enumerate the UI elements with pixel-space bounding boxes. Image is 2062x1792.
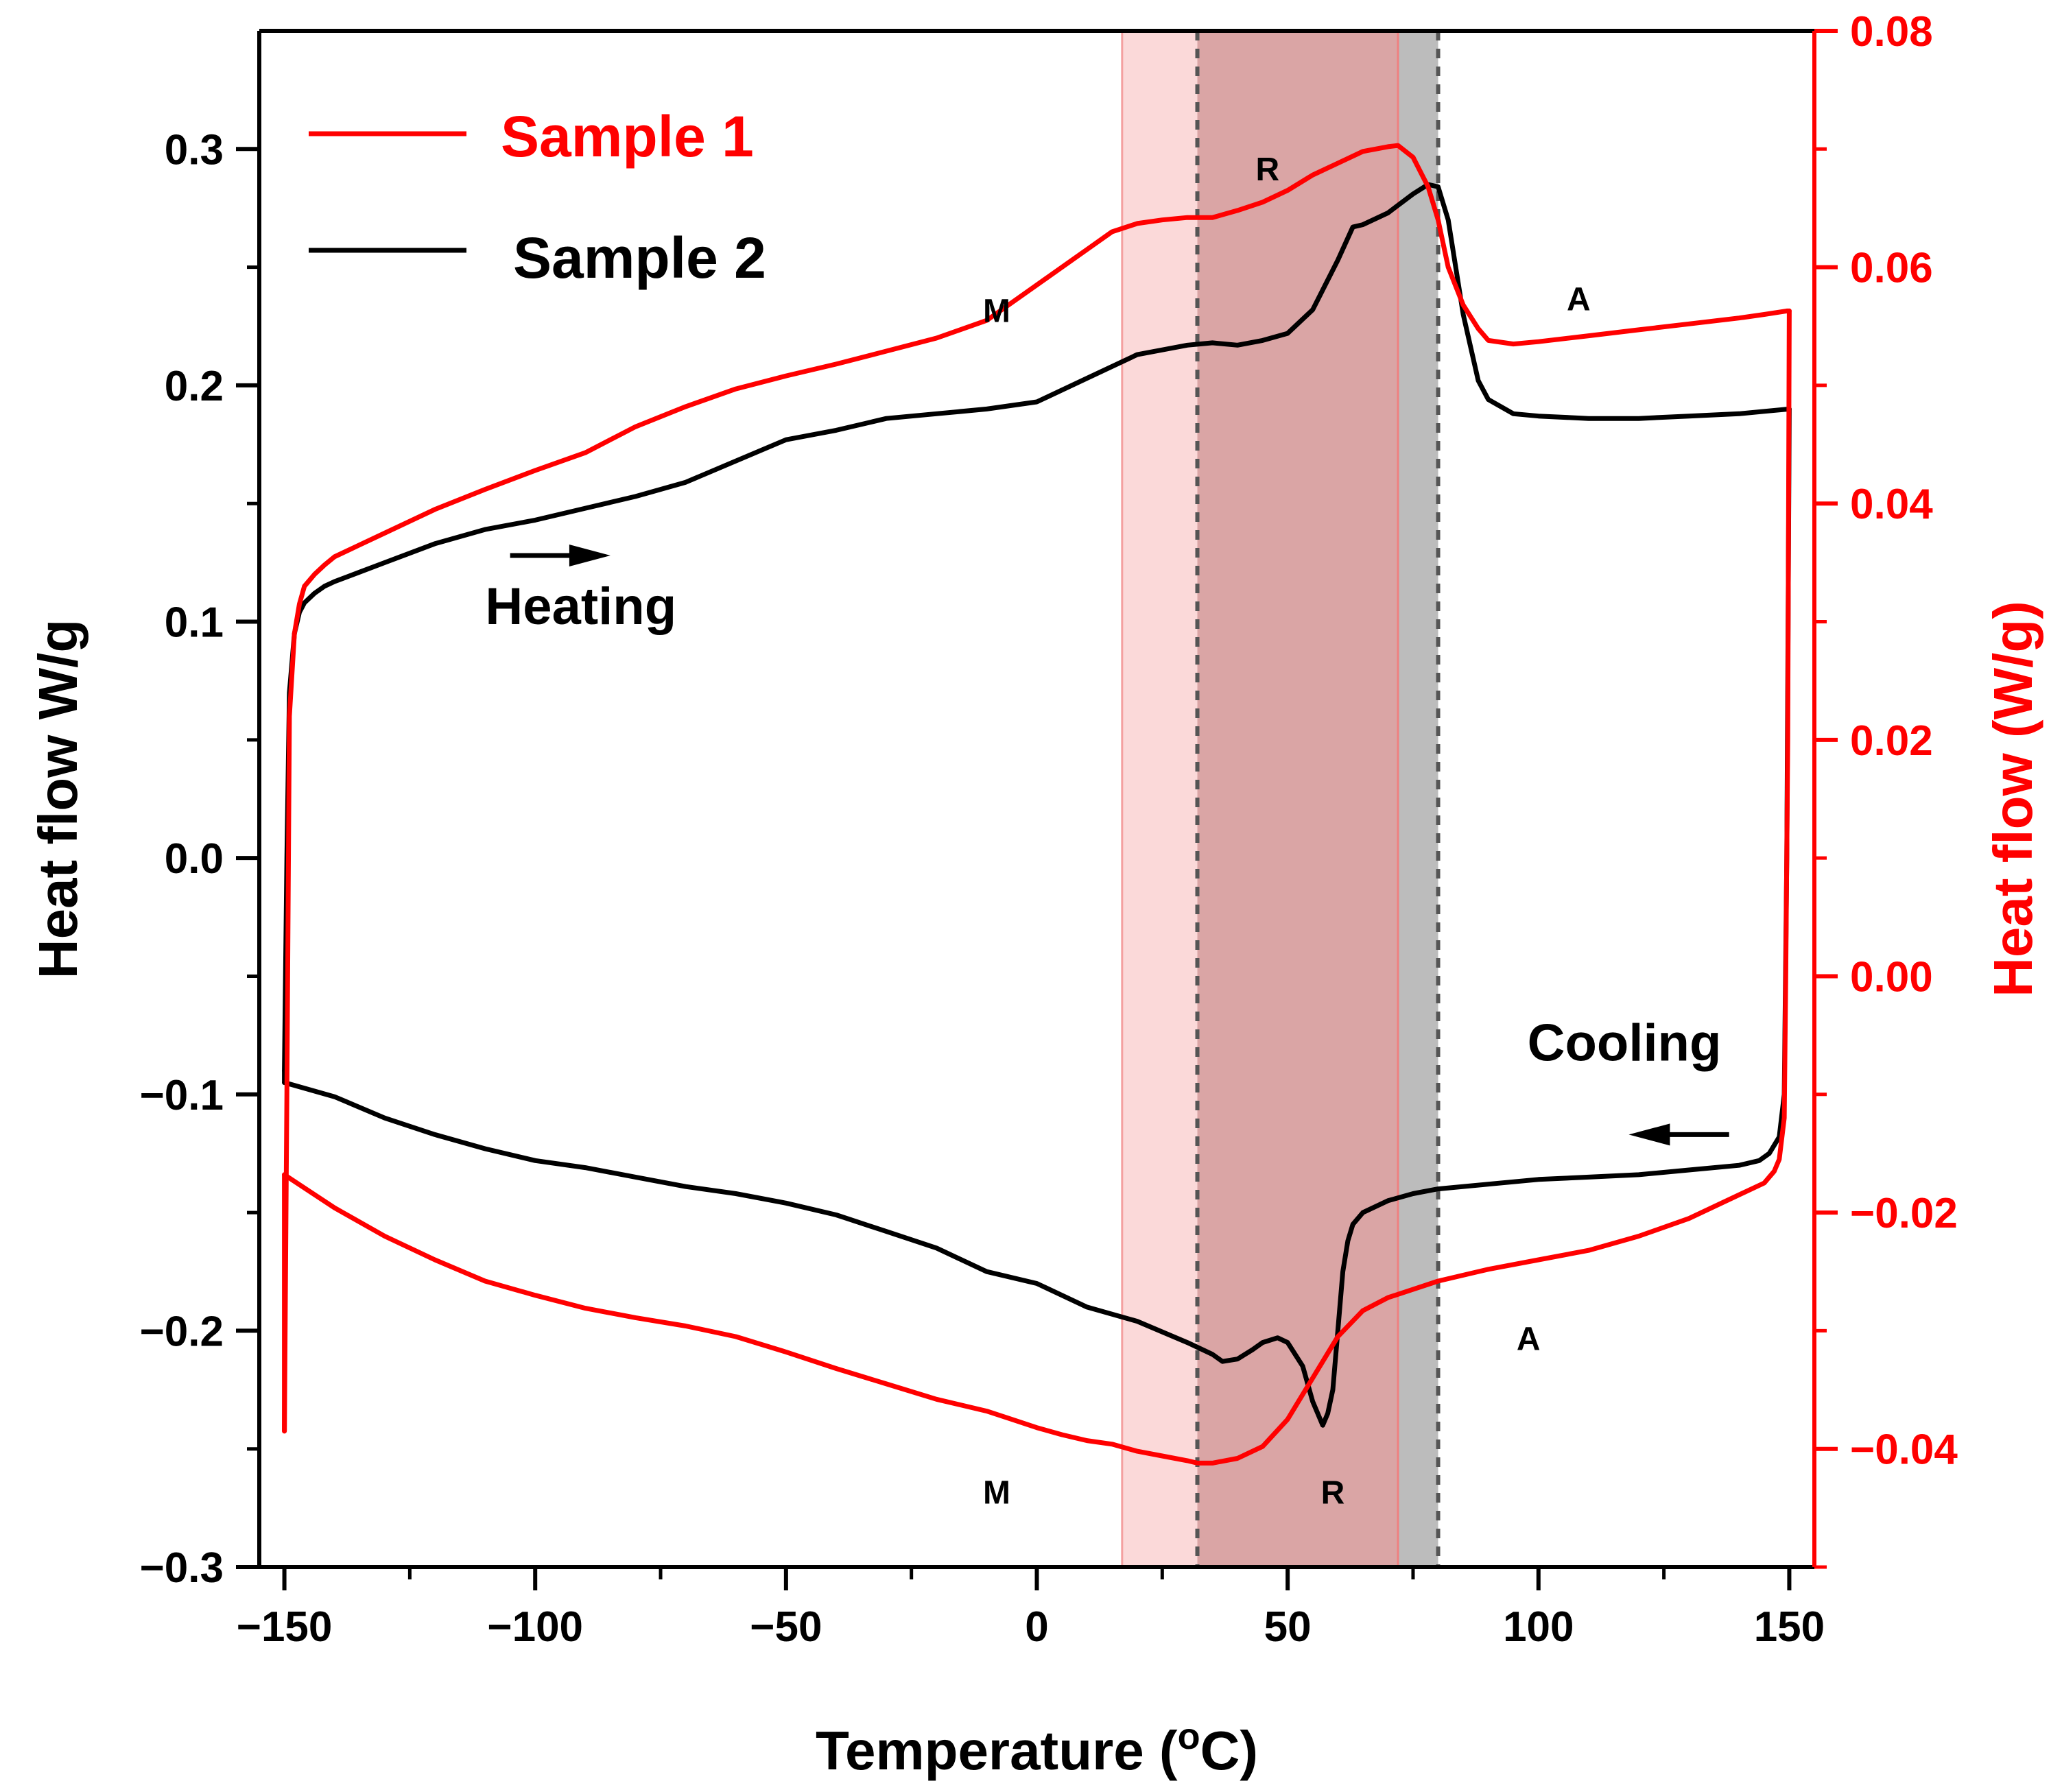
x-tick-label: 50 bbox=[1264, 1603, 1312, 1651]
y-right-tick-label: 0.08 bbox=[1850, 8, 1933, 56]
shaded-region-0 bbox=[1122, 31, 1399, 1567]
sample-1-cooling-curve bbox=[282, 308, 1792, 1466]
cooling-arrow-head bbox=[1628, 1123, 1670, 1146]
y-right-tick-label: 0.04 bbox=[1850, 481, 1933, 528]
legend-label-sample-2: Sample 2 bbox=[513, 226, 766, 290]
x-tick-label: −50 bbox=[750, 1603, 822, 1651]
phase-label-a: A bbox=[1567, 281, 1591, 318]
y-left-tick-label: 0.2 bbox=[165, 363, 224, 410]
x-tick-label: 0 bbox=[1025, 1603, 1048, 1651]
ticks bbox=[236, 29, 1838, 1590]
x-tick-label: −150 bbox=[237, 1603, 333, 1651]
dashed-lines bbox=[1195, 31, 1441, 1567]
heating-label: Heating bbox=[485, 577, 676, 636]
phase-label-a: A bbox=[1517, 1322, 1541, 1358]
shaded-region-2 bbox=[1398, 31, 1438, 1567]
phase-label-m: M bbox=[983, 1475, 1010, 1512]
arrows bbox=[510, 545, 1729, 1146]
y-right-tick-label: 0.02 bbox=[1850, 717, 1933, 765]
x-tick-label: −100 bbox=[487, 1603, 583, 1651]
legend: Sample 1 Sample 2 bbox=[309, 104, 766, 290]
sample-2-heating-curve bbox=[282, 182, 1792, 1073]
shaded-regions bbox=[1121, 31, 1438, 1567]
phase-label-r: R bbox=[1256, 152, 1280, 188]
cooling-label: Cooling bbox=[1528, 1014, 1722, 1072]
y-left-tick-label: −0.1 bbox=[140, 1072, 224, 1119]
y-left-tick-label: −0.3 bbox=[140, 1544, 224, 1592]
y-right-tick-label: −0.04 bbox=[1850, 1426, 1958, 1474]
left-axis-title: Heat flow W/g bbox=[27, 619, 88, 979]
y-left-tick-label: 0.0 bbox=[165, 835, 224, 883]
x-tick-label: 100 bbox=[1503, 1603, 1574, 1651]
phase-labels: M R A A M R bbox=[983, 152, 1591, 1512]
y-left-tick-label: 0.3 bbox=[165, 126, 224, 174]
sample-2-cooling-curve bbox=[282, 406, 1792, 1428]
tick-labels: −150 −100 −50 0 50 100 150 −0.3 −0.2 −0.1 0.0 0.1 0.… bbox=[140, 8, 1958, 1651]
x-tick-label: 150 bbox=[1754, 1603, 1825, 1651]
sample-1-heating-curve bbox=[282, 143, 1792, 1434]
x-axis-title: Temperature (oC) bbox=[816, 1716, 1258, 1781]
x-axis-title-main: Temperature ( bbox=[816, 1720, 1178, 1781]
phase-label-r: R bbox=[1321, 1475, 1345, 1512]
y-left-tick-label: 0.1 bbox=[165, 599, 224, 647]
shaded-region-1 bbox=[1197, 31, 1399, 1567]
y-right-tick-label: 0.00 bbox=[1850, 953, 1933, 1001]
right-axis-title: Heat flow (W/g) bbox=[1982, 601, 2043, 997]
y-left-tick-label: −0.2 bbox=[140, 1308, 224, 1355]
y-right-tick-label: 0.06 bbox=[1850, 245, 1933, 292]
x-axis-title-end: C) bbox=[1200, 1720, 1258, 1781]
legend-label-sample-1: Sample 1 bbox=[501, 104, 754, 169]
x-axis-title-degree: o bbox=[1178, 1716, 1200, 1757]
phase-label-m: M bbox=[983, 294, 1010, 330]
y-right-tick-label: −0.02 bbox=[1850, 1190, 1958, 1237]
curves bbox=[282, 143, 1792, 1466]
heating-arrow-head bbox=[569, 545, 611, 567]
